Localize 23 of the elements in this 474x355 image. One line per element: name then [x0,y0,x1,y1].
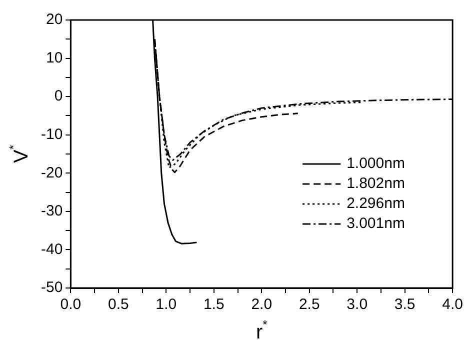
x-tick-label: 4.0 [442,296,464,314]
x-tick-label: 1.0 [156,296,177,314]
legend-label: 3.001nm [346,215,405,232]
legend-label: 1.802nm [346,175,405,192]
y-tick-label: -40 [40,240,63,258]
x-tick-label: 3.0 [346,296,368,314]
y-axis-title: V* [6,144,33,164]
x-axis-title: r* [256,317,268,344]
legend-label: 1.000nm [346,155,405,172]
x-tick-label: 0.0 [60,296,82,314]
y-tick-label: 0 [54,88,63,105]
x-tick-label: 1.5 [203,296,224,314]
y-tick-label: -30 [40,202,63,220]
y-tick-label: -50 [40,279,63,296]
y-tick-label: -10 [40,126,63,143]
legend-label: 2.296nm [346,195,405,212]
y-tick-label: 20 [46,11,63,28]
y-tick-label: 10 [46,49,63,66]
x-tick-label: 2.0 [251,296,272,314]
y-tick-label: -20 [40,164,63,182]
x-tick-label: 2.5 [298,296,320,314]
x-tick-label: 3.5 [394,296,416,314]
x-tick-label: 0.5 [108,296,129,314]
